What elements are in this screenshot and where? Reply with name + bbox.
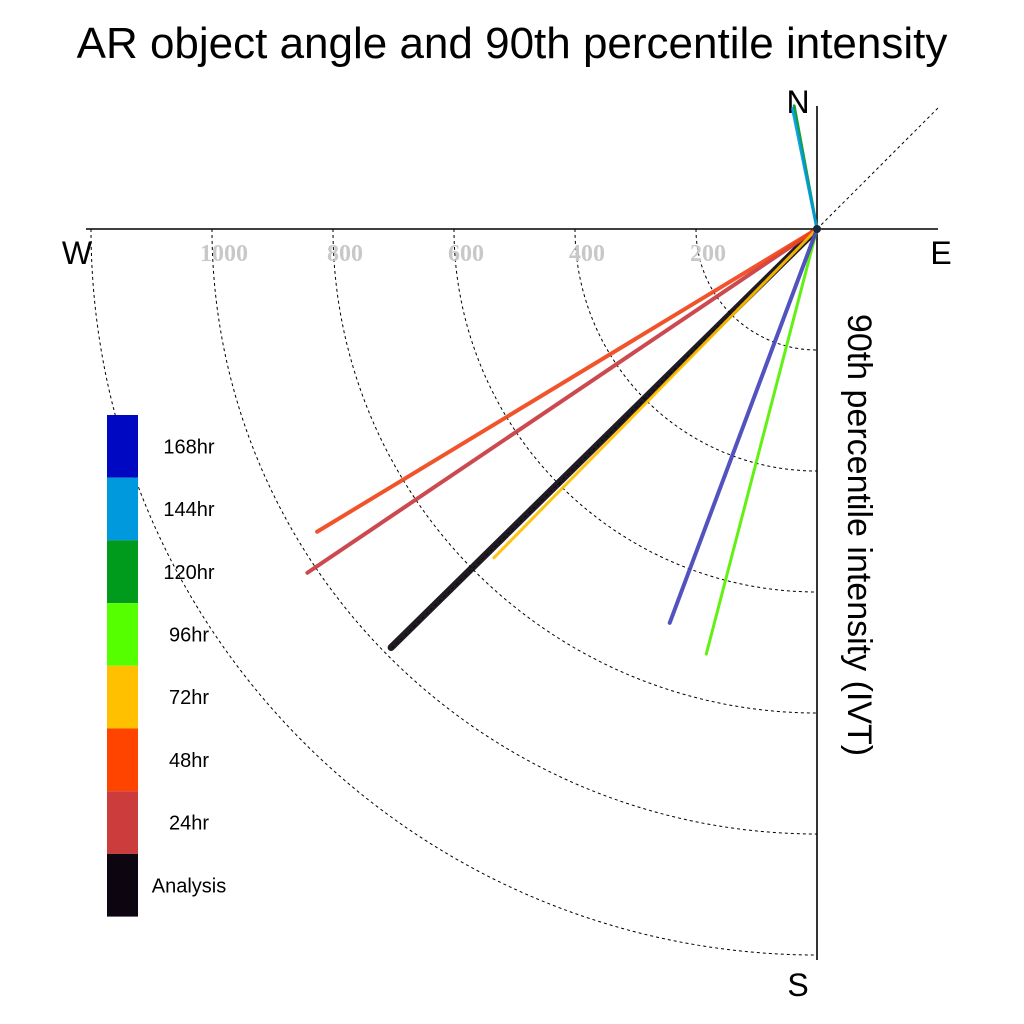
radial-tick-labels: 200 400 600 800 1000 — [200, 241, 726, 267]
east-label: E — [930, 235, 951, 271]
legend-label: 72hr — [169, 687, 209, 709]
series-line-144hr — [791, 107, 819, 231]
series-line-analysis — [387, 225, 821, 652]
legend-label: 168hr — [163, 436, 214, 458]
legend-label: Analysis — [152, 875, 226, 897]
origin-marker — [813, 225, 821, 233]
grid-ring-800 — [332, 228, 818, 714]
legend-swatch — [107, 477, 138, 541]
chart-title: AR object angle and 90th percentile inte… — [77, 19, 948, 68]
grid-ring-400 — [574, 228, 818, 472]
legend-swatch — [107, 603, 138, 666]
legend-label: 120hr — [163, 562, 214, 584]
south-label: S — [787, 967, 808, 1003]
legend-swatch — [107, 665, 138, 729]
legend-swatch — [107, 728, 138, 792]
north-label: N — [786, 84, 809, 120]
series-line-72hr — [492, 227, 819, 560]
diagonal-guide-ne — [816, 105, 941, 230]
series-line-168hr — [667, 227, 819, 625]
legend-label: 96hr — [169, 624, 209, 646]
radial-tick-label: 1000 — [200, 241, 248, 267]
radial-tick-label: 200 — [690, 241, 726, 267]
legend-swatch — [107, 415, 138, 478]
grid-ring-200 — [695, 228, 818, 351]
legend-swatch — [107, 791, 138, 854]
legend-label: 24hr — [169, 813, 209, 835]
radial-tick-label: 800 — [327, 241, 363, 267]
series-line-96hr — [704, 227, 819, 656]
series-line-48hr — [315, 227, 819, 534]
legend-label: 48hr — [169, 750, 209, 772]
radial-axis-label: 90th percentile intensity (IVT) — [840, 314, 878, 756]
west-label: W — [62, 235, 93, 271]
series-line-24hr — [305, 227, 819, 575]
grid-ring-1000 — [211, 228, 818, 835]
series-lines — [305, 104, 821, 656]
legend-swatch — [107, 540, 138, 604]
grid-ring-outer — [90, 228, 818, 956]
legend-label: 144hr — [163, 499, 214, 521]
radial-tick-label: 400 — [569, 241, 605, 267]
legend: 168hr 144hr 120hr 96hr 72hr 48hr 24hr Analysis — [107, 415, 226, 917]
legend-swatch — [107, 853, 138, 917]
radial-tick-label: 600 — [448, 241, 484, 267]
